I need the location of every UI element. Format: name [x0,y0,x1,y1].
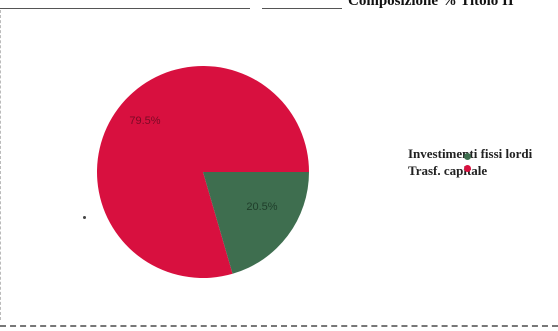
pie-slice-investimenti [97,66,309,279]
top-rule [0,8,250,9]
chart-header-title: Composizione % Titolo II [348,0,514,9]
pie-slice-trasf [203,172,309,274]
legend-item-investimenti: Investimenti fissi lordi [408,145,532,162]
legend-label: Trasf. capitale [408,163,488,178]
legend-swatch-trasf [464,165,471,172]
scan-speck [83,216,86,219]
left-border [0,10,1,320]
bottom-rule [0,325,558,327]
slice-value-label: 79.5% [129,115,160,127]
slice-value-label: 20.5% [246,201,277,213]
legend: Investimenti fissi lordi Trasf. capitale [408,145,532,179]
legend-swatch-investimenti [464,153,471,160]
legend-item-trasf: Trasf. capitale [408,162,532,179]
top-rule [262,8,342,9]
